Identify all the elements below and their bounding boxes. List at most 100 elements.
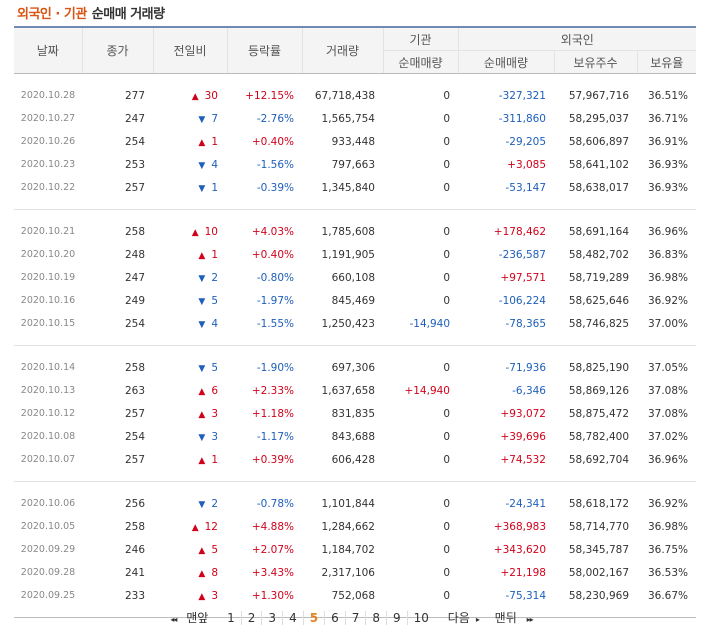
row-foreign-net: +39,696 xyxy=(500,430,546,443)
row-spacer xyxy=(14,481,697,482)
row-volume: 606,428 xyxy=(331,453,375,466)
row-diff: ▲ 3 xyxy=(153,402,227,425)
diff-value: 10 xyxy=(204,225,218,238)
next-page-link[interactable]: 다음 ▸ xyxy=(442,609,485,626)
title-org: 외국인 · 기관 xyxy=(17,7,87,22)
row-foreign-ratio: 36.93% xyxy=(647,181,689,194)
row-diff: ▲ 6 xyxy=(153,379,227,402)
row-rate: -0.39% xyxy=(256,181,294,194)
row-foreign-hold: 58,002,167 xyxy=(568,566,629,579)
row-date: 2020.10.13 xyxy=(20,385,76,396)
row-volume: 1,565,754 xyxy=(321,112,375,125)
header-date: 날짜 xyxy=(14,27,82,74)
row-close: 257 xyxy=(124,407,145,420)
row-diff: ▼ 1 xyxy=(153,176,227,199)
row-foreign-net: -6,346 xyxy=(512,384,546,397)
row-spacer xyxy=(14,482,696,492)
row-diff: ▲ 5 xyxy=(153,538,227,561)
row-spacer xyxy=(14,346,696,356)
row-rate: -0.78% xyxy=(256,497,294,510)
last-page-link[interactable]: 맨뒤 ▸▸ xyxy=(489,609,539,626)
table-row: 2020.10.22 257 ▼ 1 -0.39% 1,345,840 0 -53,147 58… xyxy=(14,176,696,199)
triangle-down-icon: ▼ xyxy=(198,499,206,510)
page-7-link[interactable]: 7 xyxy=(346,611,367,625)
row-close: 253 xyxy=(124,158,145,171)
row-foreign-ratio: 37.05% xyxy=(647,361,689,374)
row-foreign-hold: 58,692,704 xyxy=(568,453,629,466)
row-foreign-ratio: 37.02% xyxy=(647,430,689,443)
row-foreign-ratio: 36.96% xyxy=(647,225,689,238)
page-5-link[interactable]: 5 xyxy=(304,611,326,625)
triangle-down-icon: ▼ xyxy=(198,319,206,330)
header-close: 종가 xyxy=(81,27,153,74)
row-date: 2020.10.26 xyxy=(20,136,76,147)
row-diff: ▼ 5 xyxy=(153,356,227,379)
row-foreign-net: +21,198 xyxy=(500,566,546,579)
header-inst-net: 순매매량 xyxy=(382,50,458,74)
table-row: 2020.10.05 258 ▲ 12 +4.88% 1,284,662 0 +368,983… xyxy=(14,515,696,538)
row-foreign-ratio: 36.67% xyxy=(647,589,689,602)
row-volume: 67,718,438 xyxy=(314,89,375,102)
page-3-link[interactable]: 3 xyxy=(262,611,284,625)
row-foreign-ratio: 36.71% xyxy=(647,112,689,125)
first-page-link[interactable]: ◂◂ 맨앞 xyxy=(164,609,214,626)
diff-value: 2 xyxy=(211,497,218,510)
table-row: 2020.10.15 254 ▼ 4 -1.55% 1,250,423 -14,940 -78… xyxy=(14,312,696,335)
row-foreign-net: -53,147 xyxy=(505,181,546,194)
row-inst-net: 0 xyxy=(443,135,450,148)
page-9-link[interactable]: 9 xyxy=(387,611,408,625)
row-diff: ▲ 1 xyxy=(153,243,227,266)
diff-value: 1 xyxy=(211,181,218,194)
row-foreign-net: -311,860 xyxy=(498,112,546,125)
row-close: 257 xyxy=(124,181,145,194)
table-row: 2020.09.25 233 ▲ 3 +1.30% 752,068 0 -75,314 58,2… xyxy=(14,584,696,607)
row-foreign-hold: 58,875,472 xyxy=(568,407,629,420)
triangle-up-icon: ▲ xyxy=(198,409,206,420)
diff-value: 3 xyxy=(211,589,218,602)
row-foreign-ratio: 37.00% xyxy=(647,317,689,330)
row-diff: ▲ 3 xyxy=(153,584,227,607)
row-volume: 1,284,662 xyxy=(321,520,375,533)
table-row: 2020.10.06 256 ▼ 2 -0.78% 1,101,844 0 -24,341 58… xyxy=(14,492,696,515)
table-row: 2020.09.29 246 ▲ 5 +2.07% 1,184,702 0 +343,620 5… xyxy=(14,538,696,561)
header-foreign-ratio: 보유율 xyxy=(636,50,697,74)
table-row: 2020.10.20 248 ▲ 1 +0.40% 1,191,905 0 -236,587 5… xyxy=(14,243,696,266)
row-inst-net: 0 xyxy=(443,158,450,171)
page-1-link[interactable]: 1 xyxy=(221,611,242,625)
pagination: ◂◂ 맨앞 1 2 3 4 5 6 7 8 9 10 다음 ▸ 맨뒤 ▸▸ xyxy=(0,609,703,626)
row-inst-net: 0 xyxy=(443,225,450,238)
row-rate: +0.40% xyxy=(251,248,294,261)
page-4-link[interactable]: 4 xyxy=(283,611,304,625)
page-2-link[interactable]: 2 xyxy=(242,611,263,625)
page-10-link[interactable]: 10 xyxy=(413,611,429,625)
row-spacer xyxy=(14,335,696,346)
row-foreign-net: +368,983 xyxy=(493,520,546,533)
table-row: 2020.10.13 263 ▲ 6 +2.33% 1,637,658 +14,940 -6,… xyxy=(14,379,696,402)
diff-value: 5 xyxy=(211,543,218,556)
table-row: 2020.10.08 254 ▼ 3 -1.17% 843,688 0 +39,696 58,7… xyxy=(14,425,696,448)
row-date: 2020.10.07 xyxy=(20,454,76,465)
header-foreign-net: 순매매량 xyxy=(457,50,554,74)
diff-value: 3 xyxy=(211,430,218,443)
row-diff: ▲ 8 xyxy=(153,561,227,584)
row-volume: 1,191,905 xyxy=(321,248,375,261)
row-date: 2020.10.14 xyxy=(20,362,76,373)
page-8-link[interactable]: 8 xyxy=(366,611,387,625)
row-foreign-net: +93,072 xyxy=(500,407,546,420)
page-6-link[interactable]: 6 xyxy=(325,611,346,625)
triangle-down-icon: ▼ xyxy=(198,273,206,284)
row-spacer xyxy=(14,471,696,482)
row-foreign-hold: 57,967,716 xyxy=(568,89,629,102)
header-institution: 기관 xyxy=(382,27,458,51)
row-inst-net: 0 xyxy=(443,361,450,374)
row-rate: -0.80% xyxy=(256,271,294,284)
triangle-down-icon: ▼ xyxy=(198,183,206,194)
row-date: 2020.10.06 xyxy=(20,498,76,509)
row-close: 247 xyxy=(124,271,145,284)
row-rate: -1.17% xyxy=(256,430,294,443)
diff-value: 1 xyxy=(211,248,218,261)
row-date: 2020.10.16 xyxy=(20,295,76,306)
row-spacer xyxy=(14,607,697,618)
row-date: 2020.10.23 xyxy=(20,159,76,170)
header-volume: 거래량 xyxy=(301,27,383,74)
